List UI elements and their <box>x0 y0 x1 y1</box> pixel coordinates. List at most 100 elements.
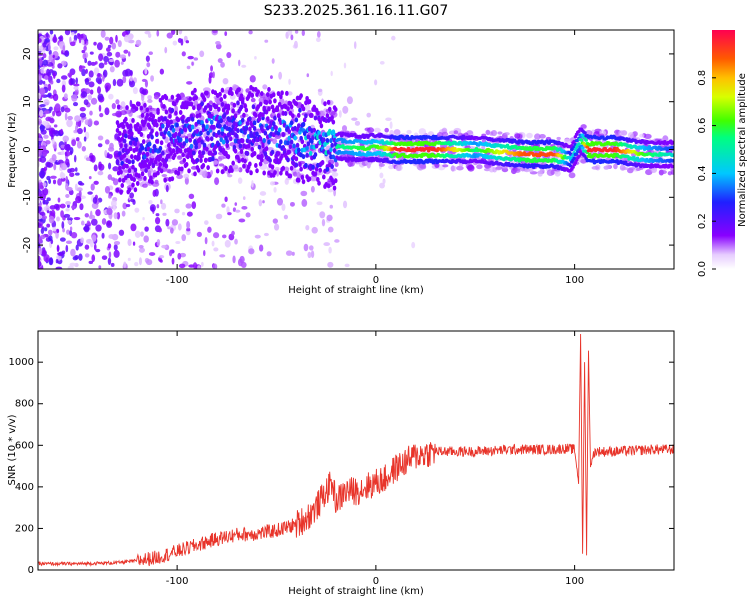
heatmap-cell <box>231 230 235 236</box>
heatmap-cell <box>391 35 396 41</box>
heatmap-cell <box>264 146 269 152</box>
heatmap-cell <box>177 223 182 231</box>
heatmap-cell <box>144 79 149 88</box>
heatmap-cell <box>127 187 132 193</box>
heatmap-cell <box>221 203 226 208</box>
heatmap-cell <box>46 223 51 228</box>
heatmap-cell <box>237 158 241 164</box>
heatmap-cell <box>62 45 66 54</box>
heatmap-cell <box>248 248 255 255</box>
heatmap-cell <box>218 155 225 160</box>
heatmap-cell <box>254 142 259 147</box>
heatmap-cell <box>302 117 307 123</box>
heatmap-cell <box>119 110 127 116</box>
heatmap-cell <box>144 226 149 232</box>
heatmap-cell <box>66 119 73 128</box>
heatmap-cell <box>97 73 101 77</box>
heatmap-cell <box>83 99 89 106</box>
heatmap-cell <box>109 66 115 73</box>
heatmap-cell <box>281 165 286 171</box>
heatmap-cell <box>72 256 78 261</box>
heatmap-cell <box>169 150 173 156</box>
heatmap-cell <box>38 255 41 262</box>
heatmap-cell <box>151 113 156 119</box>
heatmap-cell <box>152 189 157 197</box>
heatmap-cell <box>262 84 268 90</box>
heatmap-cell <box>131 118 135 124</box>
heatmap-cell <box>214 177 220 186</box>
heatmap-cell <box>76 141 82 149</box>
heatmap-cell <box>384 127 389 133</box>
heatmap-cell <box>201 163 206 169</box>
heatmap-cell <box>129 80 135 88</box>
heatmap-cell <box>106 221 111 227</box>
heatmap-cell <box>70 248 76 257</box>
heatmap-cell <box>328 246 332 254</box>
heatmap-cell <box>226 154 231 160</box>
heatmap-cell <box>230 91 234 97</box>
heatmap-cell <box>193 100 199 106</box>
heatmap-cell <box>40 67 45 74</box>
heatmap-cell <box>481 145 486 150</box>
heatmap-cell <box>267 139 271 145</box>
snr-line <box>38 333 674 568</box>
heatmap-cell <box>156 170 160 176</box>
heatmap-cell <box>57 197 61 203</box>
heatmap-cell <box>556 136 561 141</box>
heatmap-cell <box>305 145 309 151</box>
heatmap-cell <box>49 205 56 210</box>
heatmap-cell <box>195 157 200 163</box>
heatmap-cell <box>378 163 385 167</box>
heatmap-cell <box>70 232 78 239</box>
heatmap-cell <box>142 183 148 188</box>
spectrogram-y-ticks: -20 -10 0 10 20 <box>22 48 674 253</box>
heatmap-cell <box>80 195 86 200</box>
heatmap-cell <box>69 226 73 231</box>
heatmap-cell <box>141 139 146 145</box>
heatmap-cell <box>242 163 246 169</box>
heatmap-cell <box>59 35 64 42</box>
heatmap-cell <box>134 146 139 152</box>
heatmap-cell <box>90 61 97 66</box>
heatmap-cell <box>128 123 133 129</box>
heatmap-cell <box>298 107 302 113</box>
heatmap-cell <box>159 259 163 263</box>
heatmap-cell <box>165 184 169 193</box>
heatmap-cell <box>240 117 245 123</box>
heatmap-cell <box>53 46 59 51</box>
heatmap-cell <box>277 101 282 107</box>
heatmap-cell <box>138 245 144 249</box>
heatmap-cell <box>42 188 49 196</box>
heatmap-cell <box>140 112 145 118</box>
heatmap-cell <box>212 124 216 130</box>
heatmap-cell <box>317 88 323 93</box>
heatmap-cell <box>78 35 82 44</box>
heatmap-cell <box>125 105 129 111</box>
heatmap-cell <box>322 174 326 180</box>
heatmap-cell <box>39 104 46 108</box>
heatmap-cell <box>273 223 280 231</box>
heatmap-cell <box>106 152 110 159</box>
heatmap-cell <box>585 145 590 149</box>
heatmap-cell <box>97 135 104 141</box>
heatmap-cell <box>214 132 219 138</box>
snr-frame <box>37 330 675 571</box>
heatmap-cell <box>70 78 76 85</box>
heatmap-cell <box>251 180 254 188</box>
heatmap-cell <box>288 173 293 179</box>
heatmap-cell <box>38 182 43 186</box>
heatmap-cell <box>418 128 427 135</box>
heatmap-cell <box>252 126 257 132</box>
heatmap-cell <box>175 122 179 128</box>
heatmap-cell <box>132 241 136 246</box>
heatmap-cell <box>47 44 51 52</box>
heatmap-cell <box>269 181 276 186</box>
heatmap-cell <box>75 196 82 204</box>
heatmap-cell <box>342 200 348 209</box>
heatmap-cell <box>211 240 215 247</box>
heatmap-cell <box>40 234 46 240</box>
heatmap-cell <box>176 117 181 123</box>
heatmap-cell <box>184 138 189 144</box>
heatmap-cell <box>148 51 153 56</box>
heatmap-cell <box>395 164 403 172</box>
